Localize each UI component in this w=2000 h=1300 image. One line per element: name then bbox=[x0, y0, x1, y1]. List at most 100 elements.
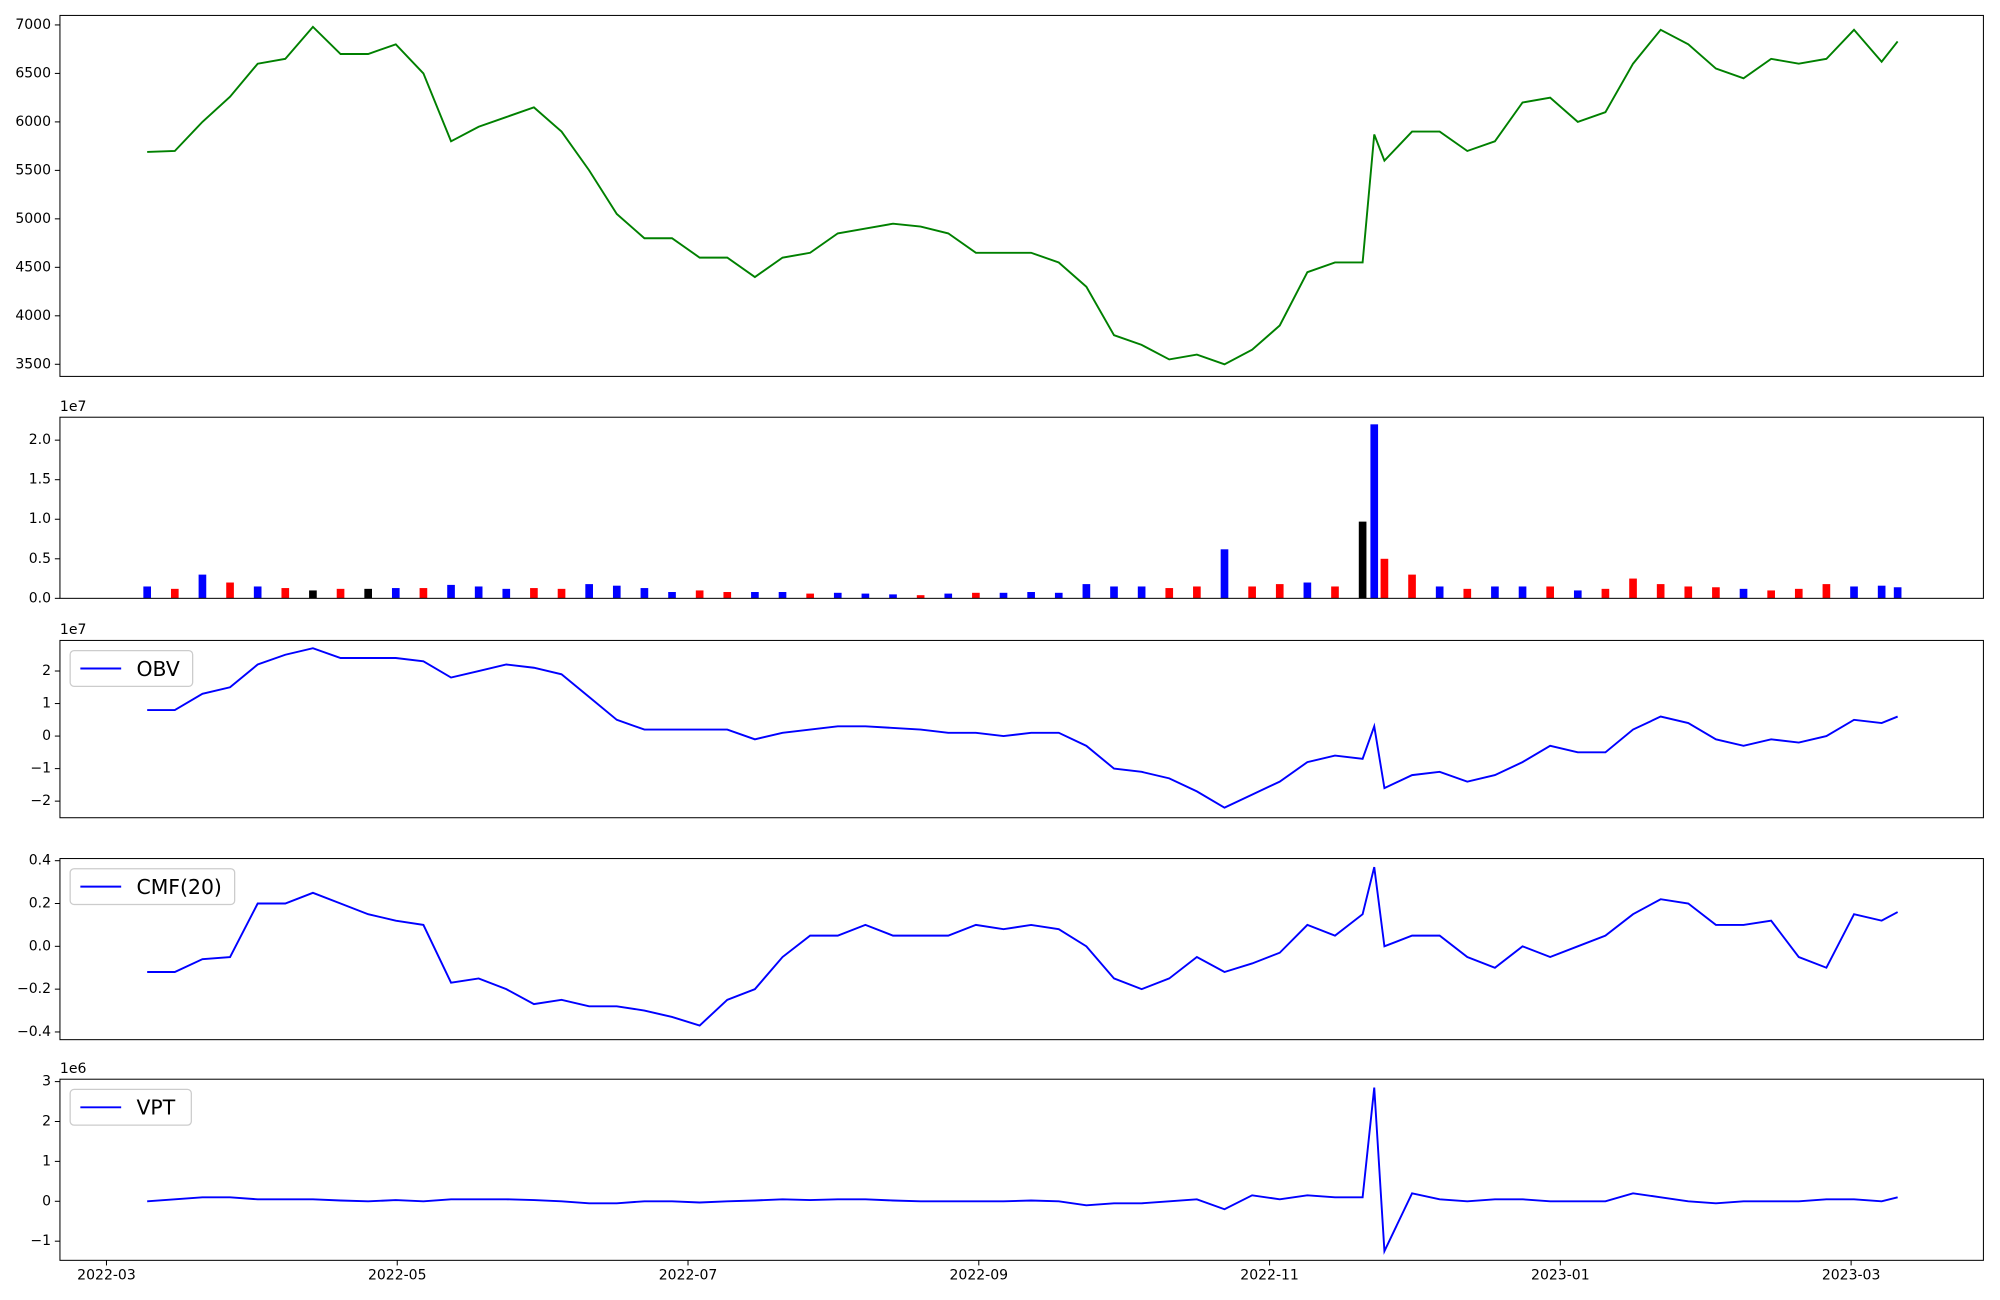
axis-offset-label: 1e6 bbox=[60, 1061, 87, 1077]
bar bbox=[557, 588, 566, 599]
bar bbox=[1165, 588, 1174, 599]
panel: 3500 4000 4500 5000 5500 6000 6500 7000 bbox=[15, 14, 1984, 377]
plot-frame bbox=[59, 858, 1984, 1041]
y-tick-label: 2 bbox=[42, 663, 51, 679]
bar bbox=[1220, 549, 1229, 599]
plot-frame bbox=[59, 639, 1984, 819]
y-tick-label: −1 bbox=[30, 761, 51, 777]
bar bbox=[1739, 588, 1748, 599]
y-tick-label: 1 bbox=[42, 1153, 51, 1169]
bar bbox=[1370, 424, 1379, 599]
legend-label: CMF(20) bbox=[136, 875, 221, 899]
bar bbox=[778, 592, 787, 599]
legend-box bbox=[69, 1088, 192, 1126]
bar bbox=[474, 586, 483, 599]
line bbox=[147, 1087, 1898, 1255]
y-tick-label: 1 bbox=[42, 696, 51, 712]
line bbox=[147, 25, 1899, 366]
bar bbox=[916, 595, 925, 599]
bar bbox=[1193, 586, 1201, 599]
line bbox=[147, 647, 1899, 809]
bar bbox=[1822, 584, 1831, 599]
bar bbox=[1877, 585, 1886, 599]
y-tick-label: 6500 bbox=[15, 65, 51, 81]
bar bbox=[1767, 590, 1775, 599]
y-tick-label: 4000 bbox=[15, 308, 51, 324]
bar bbox=[419, 588, 428, 599]
y-tick-label: 7000 bbox=[15, 17, 51, 33]
bar bbox=[1893, 587, 1902, 599]
bar bbox=[723, 592, 732, 599]
bar bbox=[281, 588, 290, 599]
bar bbox=[1850, 586, 1858, 599]
bar bbox=[695, 590, 704, 599]
legend: VPT bbox=[69, 1088, 192, 1126]
bar bbox=[1435, 586, 1444, 599]
bar bbox=[1358, 521, 1367, 599]
bar bbox=[391, 588, 400, 599]
bar bbox=[1303, 582, 1312, 599]
y-tick-label: 0.0 bbox=[29, 590, 51, 606]
legend-label: VPT bbox=[136, 1096, 175, 1120]
y-tick-label: 0 bbox=[42, 728, 51, 744]
legend: OBV bbox=[69, 650, 194, 687]
bar bbox=[1137, 586, 1146, 599]
bar bbox=[944, 593, 953, 599]
bar bbox=[447, 584, 455, 599]
bar bbox=[226, 582, 234, 599]
bar bbox=[1546, 586, 1554, 599]
panel: −1 0 1 2 3 1e6 VPT 2022-03 2022-05 2022-07 2022-09… bbox=[30, 1061, 1984, 1284]
bar bbox=[1054, 592, 1063, 599]
y-tick-label: −1 bbox=[30, 1233, 51, 1249]
bar bbox=[1656, 584, 1665, 599]
y-tick-label: −0.4 bbox=[17, 1024, 51, 1040]
y-tick-label: 4500 bbox=[15, 259, 51, 275]
x-tick-label: 2022-03 bbox=[77, 1268, 136, 1284]
axis-offset-label: 1e7 bbox=[60, 399, 86, 415]
bar bbox=[1275, 584, 1284, 599]
bar bbox=[1248, 586, 1256, 599]
bar bbox=[1082, 584, 1091, 599]
panel: −0.4 −0.2 0.0 0.2 0.4 CMF(20) bbox=[17, 853, 1984, 1041]
y-tick-label: 0.4 bbox=[29, 853, 51, 869]
bar bbox=[1712, 587, 1720, 599]
bar bbox=[972, 592, 980, 599]
bar bbox=[1331, 586, 1339, 599]
x-tick-label: 2022-11 bbox=[1240, 1268, 1299, 1284]
legend-label: OBV bbox=[136, 657, 179, 681]
bar bbox=[612, 585, 621, 599]
bar bbox=[502, 588, 511, 599]
bar bbox=[640, 588, 649, 599]
x-tick-label: 2022-07 bbox=[659, 1268, 718, 1284]
bar bbox=[1027, 592, 1035, 599]
bar bbox=[1684, 586, 1693, 599]
bar bbox=[889, 594, 897, 599]
legend: CMF(20) bbox=[69, 868, 236, 906]
bar bbox=[833, 592, 842, 599]
plot-frame bbox=[59, 416, 1984, 599]
y-tick-label: 2.0 bbox=[29, 432, 51, 448]
bar bbox=[1601, 588, 1610, 599]
y-tick-label: 1.5 bbox=[29, 472, 51, 488]
bar bbox=[1408, 574, 1416, 599]
y-tick-label: 0.0 bbox=[29, 938, 51, 954]
bar bbox=[668, 592, 676, 599]
y-tick-label: 2 bbox=[42, 1113, 51, 1129]
bar bbox=[1380, 558, 1389, 599]
axis-offset-label: 1e7 bbox=[60, 622, 86, 638]
y-tick-label: 5000 bbox=[15, 211, 51, 227]
bar bbox=[585, 584, 593, 599]
legend-box bbox=[69, 650, 194, 687]
y-tick-label: 0.5 bbox=[29, 551, 51, 567]
bar bbox=[309, 590, 317, 599]
y-tick-label: 3500 bbox=[15, 356, 51, 372]
bar bbox=[1491, 586, 1499, 599]
x-tick-label: 2023-03 bbox=[1822, 1268, 1881, 1284]
y-tick-label: 0 bbox=[42, 1193, 51, 1209]
bar bbox=[198, 574, 207, 599]
y-tick-label: −0.2 bbox=[17, 981, 51, 997]
legend-box bbox=[69, 868, 236, 906]
bar bbox=[999, 592, 1008, 599]
